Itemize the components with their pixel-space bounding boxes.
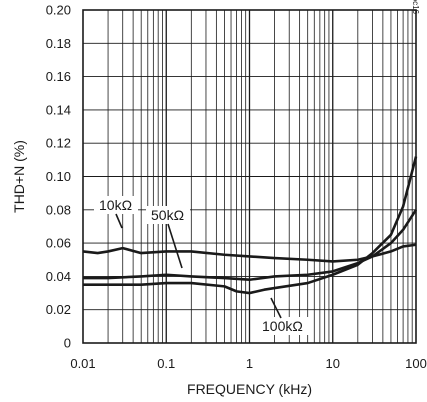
- x-tick-labels: 0.01 0.1 1 10 100: [70, 356, 427, 371]
- label-bg-100k: [257, 317, 309, 335]
- series-label-50k: 50kΩ: [151, 207, 184, 223]
- y-tick-label: 0.16: [46, 69, 71, 84]
- x-axis-title: FREQUENCY (kHz): [187, 381, 312, 397]
- series-label-10k: 10kΩ: [99, 197, 132, 213]
- label-bg-10k: [94, 196, 138, 214]
- y-tick-label: 0.20: [46, 3, 71, 18]
- y-tick-label: 0.10: [46, 169, 71, 184]
- series-label-100k: 100kΩ: [262, 318, 303, 334]
- y-tick-label: 0.08: [46, 202, 71, 217]
- leader-line-10k: [115, 213, 123, 229]
- x-tick-label: 0.01: [70, 356, 95, 371]
- x-tick-label: 1: [246, 356, 253, 371]
- y-tick-labels: 0 0.02 0.04 0.06 0.08 0.10 0.12 0.14 0.16 0.18 0.2…: [46, 3, 71, 351]
- series-line-10k: [82, 243, 417, 263]
- y-tick-label: 0.12: [46, 136, 71, 151]
- y-tick-label: 0.02: [46, 302, 71, 317]
- plot-frame: [82, 9, 417, 344]
- x-tick-label: 10: [326, 356, 340, 371]
- leader-line-100k: [270, 297, 282, 319]
- x-tick-label: 100: [405, 356, 427, 371]
- y-tick-label: 0.06: [46, 236, 71, 251]
- watermark: MAX5395 toc16: [411, 0, 420, 15]
- y-tick-label: 0: [64, 336, 71, 351]
- grid: [83, 10, 416, 343]
- y-tick-label: 0.04: [46, 269, 71, 284]
- series-line-100k: [83, 156, 418, 295]
- y-tick-label: 0.18: [46, 36, 71, 51]
- y-axis-title: THD+N (%): [11, 140, 27, 213]
- x-tick-label: 0.1: [157, 356, 175, 371]
- series-lines: [82, 156, 418, 295]
- series-line-50k: [83, 209, 418, 282]
- y-tick-label: 0.14: [46, 102, 71, 117]
- label-bg-50k: [146, 206, 190, 224]
- leader-line-50k: [167, 223, 183, 269]
